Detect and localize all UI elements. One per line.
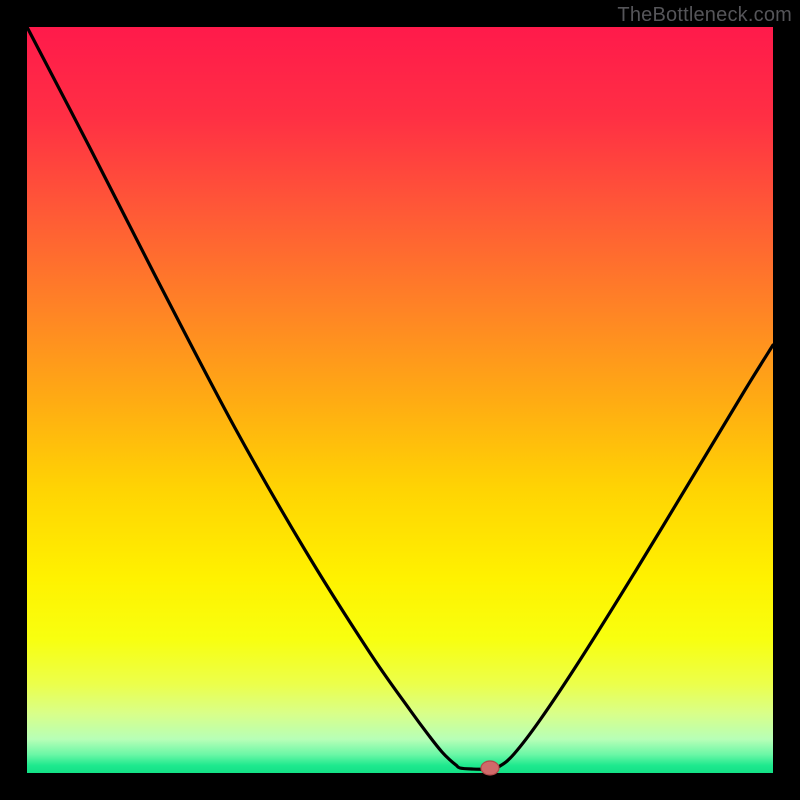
chart-container: TheBottleneck.com xyxy=(0,0,800,800)
bottleneck-curve xyxy=(27,27,773,769)
bottleneck-curve-layer xyxy=(0,0,800,800)
optimal-point-marker xyxy=(481,761,499,775)
watermark-text: TheBottleneck.com xyxy=(617,4,792,27)
